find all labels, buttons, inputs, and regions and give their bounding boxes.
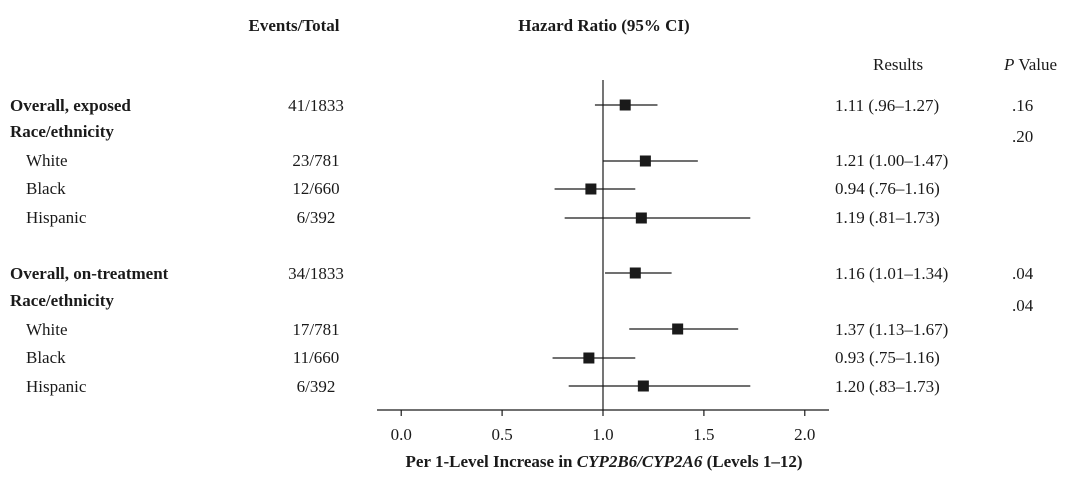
row-result: 1.11 (.96–1.27) bbox=[835, 96, 940, 115]
p-rest: Value bbox=[1014, 55, 1058, 74]
row-label: Race/ethnicity bbox=[10, 122, 114, 141]
x-axis-label-post: (Levels 1–12) bbox=[702, 452, 803, 471]
hazard-ratio-marker bbox=[639, 155, 651, 167]
hazard-ratio-header: Hazard Ratio (95% CI) bbox=[518, 16, 690, 35]
row-result: 1.37 (1.13–1.67) bbox=[835, 320, 949, 339]
row-label: White bbox=[26, 320, 68, 339]
row-p-value: .04 bbox=[1012, 264, 1034, 283]
row-label: Race/ethnicity bbox=[10, 291, 114, 310]
hazard-ratio-marker bbox=[672, 323, 684, 335]
row-events: 17/781 bbox=[292, 320, 340, 339]
row-result: 1.19 (.81–1.73) bbox=[835, 208, 940, 227]
hazard-ratio-marker bbox=[585, 183, 597, 195]
results-header: Results bbox=[873, 55, 924, 74]
row-events: 12/660 bbox=[292, 179, 340, 198]
row-label: White bbox=[26, 151, 68, 170]
x-axis-label: Per 1-Level Increase in CYP2B6/CYP2A6 (L… bbox=[406, 452, 803, 472]
x-tick-label: 0.5 bbox=[491, 425, 512, 444]
hazard-ratio-marker bbox=[619, 99, 631, 111]
x-tick-label: 0.0 bbox=[391, 425, 412, 444]
row-label: Hispanic bbox=[26, 208, 87, 227]
row-result: 1.21 (1.00–1.47) bbox=[835, 151, 949, 170]
row-events: 23/781 bbox=[292, 151, 340, 170]
hazard-ratio-marker bbox=[629, 267, 641, 279]
row-events: 34/1833 bbox=[288, 264, 344, 283]
row-result: 0.93 (.75–1.16) bbox=[835, 348, 940, 367]
x-axis-label-genes: CYP2B6/CYP2A6 bbox=[576, 452, 703, 471]
row-events: 41/1833 bbox=[288, 96, 344, 115]
row-label: Overall, on-treatment bbox=[10, 264, 169, 283]
events-header: Events/Total bbox=[248, 16, 340, 35]
p-italic: P bbox=[1004, 55, 1015, 74]
row-p-value: .04 bbox=[1012, 296, 1034, 315]
x-axis-label-pre: Per 1-Level Increase in bbox=[405, 452, 577, 471]
row-result: 0.94 (.76–1.16) bbox=[835, 179, 940, 198]
row-events: 6/392 bbox=[296, 377, 336, 396]
hazard-ratio-marker bbox=[637, 380, 649, 392]
row-label: Black bbox=[26, 179, 66, 198]
row-result: 1.20 (.83–1.73) bbox=[835, 377, 940, 396]
p-value-header: P Value bbox=[1004, 55, 1057, 75]
x-tick-label: 1.0 bbox=[592, 425, 613, 444]
row-events: 11/660 bbox=[292, 348, 340, 367]
row-p-value: .20 bbox=[1012, 127, 1034, 146]
hazard-ratio-marker bbox=[635, 212, 647, 224]
row-label: Overall, exposed bbox=[10, 96, 131, 115]
row-p-value: .16 bbox=[1012, 96, 1034, 115]
row-label: Black bbox=[26, 348, 66, 367]
row-events: 6/392 bbox=[296, 208, 336, 227]
row-label: Hispanic bbox=[26, 377, 87, 396]
x-tick-label: 1.5 bbox=[693, 425, 714, 444]
x-tick-label: 2.0 bbox=[794, 425, 815, 444]
row-result: 1.16 (1.01–1.34) bbox=[835, 264, 949, 283]
hazard-ratio-marker bbox=[583, 352, 595, 364]
